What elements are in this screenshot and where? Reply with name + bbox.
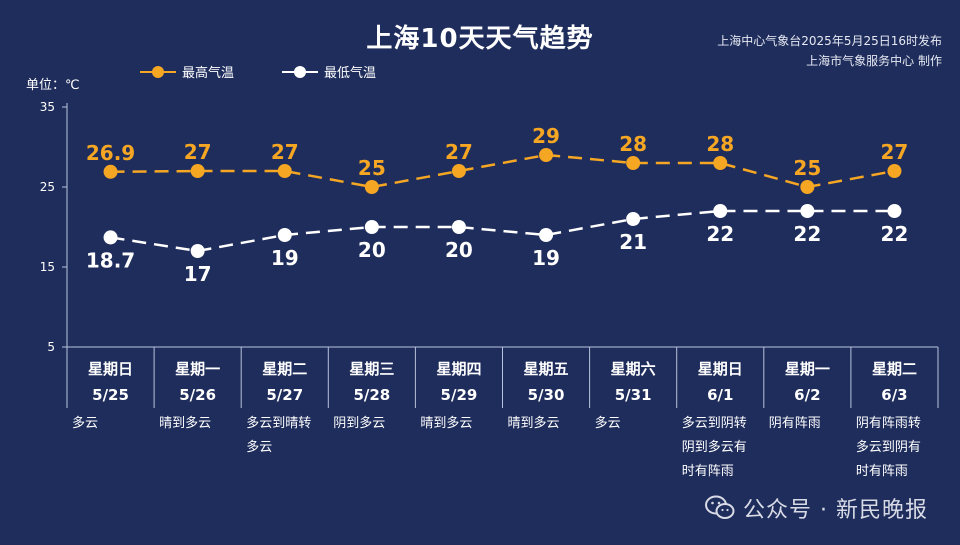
x-date-label: 6/2 (794, 386, 820, 404)
series-line-high (110, 153, 895, 189)
data-label-high: 27 (271, 140, 299, 164)
legend-high: 最高气温 (140, 62, 234, 81)
data-label-high: 27 (445, 140, 473, 164)
weather-description: 晴到多云 (420, 416, 473, 431)
x-date-label: 5/26 (179, 386, 216, 404)
legend-low-label: 最低气温 (324, 66, 377, 81)
data-label-low: 22 (793, 222, 821, 246)
data-point-high (190, 164, 205, 178)
weather-description: 阴到多云 (333, 416, 386, 431)
data-label-high: 27 (881, 140, 909, 164)
data-point-low (103, 230, 118, 245)
data-point-high (713, 156, 728, 170)
weather-description: 晴到多云 (507, 416, 560, 431)
data-point-low (713, 204, 728, 218)
data-label-low: 20 (358, 238, 386, 262)
y-tick-label: 15 (40, 260, 55, 274)
weather-description: 阴有阵雨转 多云到阴有 时有阵雨 (855, 416, 921, 479)
legend-high-label: 最高气温 (182, 66, 235, 81)
data-point-high (539, 148, 554, 162)
weather-description: 多云 (594, 416, 621, 431)
x-weekday-label: 星期三 (349, 360, 394, 378)
chart-title: 上海10天天气趋势 (366, 24, 594, 54)
data-point-high (800, 180, 815, 194)
x-weekday-label: 星期五 (524, 360, 569, 378)
watermark: 公众号 · 新民晚报 (705, 492, 928, 524)
data-point-high (364, 180, 379, 194)
x-weekday-label: 星期一 (785, 360, 830, 378)
legend-high-marker-icon (140, 65, 176, 78)
x-weekday-label: 星期四 (436, 360, 481, 378)
x-weekday-label: 星期二 (872, 360, 917, 378)
data-point-high (451, 164, 466, 178)
data-label-low: 22 (881, 222, 909, 246)
series-line-low (110, 209, 895, 253)
y-tick-label: 5 (47, 340, 55, 354)
weather-description: 晴到多云 (159, 416, 212, 431)
data-label-high: 29 (532, 124, 560, 148)
data-point-low (364, 220, 379, 234)
source-line-1: 上海中心气象台2025年5月25日16时发布 (717, 34, 942, 48)
x-weekday-label: 星期日 (698, 360, 743, 378)
data-label-high: 27 (184, 140, 212, 164)
weather-description: 多云到阴转 阴到多云有 时有阵雨 (681, 416, 747, 479)
x-weekday-label: 星期一 (175, 360, 220, 378)
data-point-low (626, 212, 641, 226)
watermark-text: 公众号 · 新民晚报 (743, 498, 928, 523)
data-point-low (451, 220, 466, 234)
data-point-low (190, 244, 205, 258)
x-date-label: 5/31 (615, 386, 652, 404)
data-label-low: 22 (706, 222, 734, 246)
x-date-label: 5/27 (266, 386, 303, 404)
y-tick-label: 35 (40, 100, 55, 114)
x-date-label: 5/30 (528, 386, 565, 404)
data-label-low: 20 (445, 238, 473, 262)
data-label-high: 25 (358, 156, 386, 180)
data-point-high (103, 164, 118, 179)
weather-description: 多云 (72, 416, 99, 431)
data-label-high: 28 (706, 132, 734, 156)
data-point-low (887, 204, 902, 218)
data-point-high (626, 156, 641, 170)
x-date-label: 5/28 (353, 386, 390, 404)
data-point-low (800, 204, 815, 218)
legend-low: 最低气温 (282, 62, 376, 81)
x-weekday-label: 星期六 (611, 360, 656, 378)
weather-description: 阴有阵雨 (768, 416, 821, 431)
data-label-low: 17 (184, 262, 212, 286)
data-point-low (277, 228, 292, 242)
x-weekday-label: 星期二 (262, 360, 307, 378)
x-date-label: 5/25 (92, 386, 129, 404)
data-label-low: 21 (619, 230, 647, 254)
data-label-high: 26.9 (86, 141, 135, 165)
data-point-high (887, 164, 902, 178)
data-label-low: 19 (271, 246, 299, 270)
x-date-label: 6/3 (881, 386, 907, 404)
data-point-low (539, 228, 554, 242)
wechat-icon (705, 495, 735, 519)
unit-label: 单位：℃ (26, 78, 80, 93)
source-line-2: 上海市气象服务中心 制作 (806, 54, 942, 68)
y-tick-label: 25 (40, 180, 55, 194)
x-date-label: 6/1 (707, 386, 733, 404)
x-date-label: 5/29 (441, 386, 478, 404)
x-weekday-label: 星期日 (88, 360, 133, 378)
data-label-high: 25 (793, 156, 821, 180)
legend-low-marker-icon (282, 65, 318, 78)
data-point-high (277, 164, 292, 178)
data-label-high: 28 (619, 132, 647, 156)
data-label-low: 18.7 (86, 248, 135, 272)
data-label-low: 19 (532, 246, 560, 270)
weather-description: 多云到晴转 多云 (246, 416, 312, 455)
